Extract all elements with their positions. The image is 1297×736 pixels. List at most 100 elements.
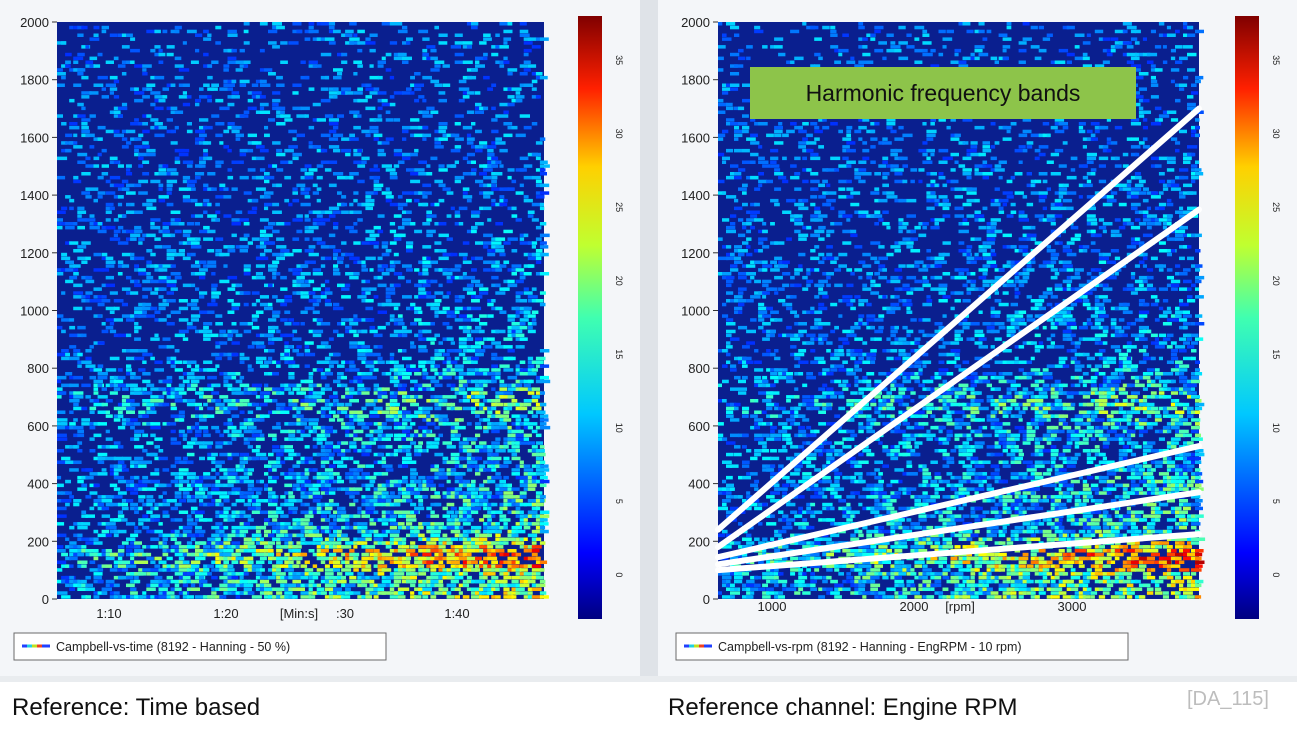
spectrogram-cell bbox=[272, 372, 279, 376]
spectrogram-cell bbox=[426, 556, 434, 561]
spectrogram-cell bbox=[264, 175, 275, 180]
spectrogram-cell bbox=[203, 395, 213, 399]
spectrogram-cell bbox=[259, 537, 264, 541]
spectrogram-cell bbox=[235, 491, 244, 495]
spectrogram-cell bbox=[462, 191, 468, 195]
spectrogram-cell bbox=[255, 491, 262, 495]
spectrogram-cell bbox=[150, 579, 161, 584]
spectrogram-cell bbox=[430, 556, 439, 561]
spectrogram-cell bbox=[195, 272, 206, 276]
spectrogram-cell bbox=[483, 75, 490, 80]
spectrogram-cell bbox=[117, 264, 125, 268]
spectrogram-cell bbox=[69, 375, 76, 380]
spectrogram-cell bbox=[276, 552, 281, 557]
spectrogram-cell bbox=[324, 75, 329, 80]
spectrogram-cell bbox=[89, 425, 96, 430]
spectrogram-cell bbox=[65, 279, 74, 284]
spectrogram-cell bbox=[446, 537, 453, 541]
spectrogram-cell bbox=[162, 568, 171, 572]
spectrogram-cell bbox=[239, 456, 245, 461]
spectrogram-cell bbox=[146, 518, 154, 522]
spectrogram-cell bbox=[243, 60, 251, 64]
spectrogram-cell bbox=[138, 595, 149, 599]
spectrogram-cell bbox=[146, 275, 154, 280]
spectrogram-cell bbox=[450, 560, 460, 564]
spectrogram-cell bbox=[479, 549, 486, 553]
spectrogram-cell bbox=[333, 75, 342, 80]
spectrogram-cell bbox=[337, 72, 343, 76]
spectrogram-cell bbox=[341, 579, 347, 584]
spectrogram-cell bbox=[211, 499, 216, 503]
spectrogram-cell bbox=[410, 118, 420, 122]
spectrogram-cell bbox=[117, 460, 125, 464]
spectrogram-cell bbox=[239, 410, 245, 414]
spectrogram-cell bbox=[186, 545, 197, 549]
spectrogram-cell bbox=[434, 522, 439, 526]
spectrogram-cell bbox=[341, 210, 349, 214]
spectrogram-cell bbox=[292, 337, 302, 341]
spectrogram-cell bbox=[495, 172, 503, 176]
spectrogram-cell bbox=[349, 479, 357, 484]
spectrogram-cell bbox=[458, 491, 465, 495]
spectrogram-cell bbox=[150, 572, 158, 576]
spectrogram-cell bbox=[65, 537, 70, 541]
spectrogram-cell bbox=[361, 483, 366, 488]
spectrogram-cell bbox=[414, 191, 421, 195]
spectrogram-cell bbox=[186, 568, 193, 572]
spectrogram-cell bbox=[178, 533, 186, 538]
spectrogram-cell bbox=[466, 368, 477, 372]
spectrogram-cell bbox=[458, 399, 466, 403]
spectrogram-cell bbox=[361, 545, 370, 549]
spectrogram-cell bbox=[320, 391, 325, 395]
spectrogram-cell bbox=[438, 164, 445, 168]
spectrogram-cell bbox=[190, 506, 198, 511]
spectrogram-cell bbox=[308, 468, 316, 472]
spectrogram-cell bbox=[491, 245, 499, 249]
spectrogram-cell bbox=[117, 514, 125, 518]
spectrogram-cell bbox=[243, 468, 248, 472]
spectrogram-cell bbox=[61, 422, 68, 426]
spectrogram-cell bbox=[65, 60, 71, 64]
spectrogram-cell bbox=[377, 60, 386, 64]
spectrogram-cell bbox=[328, 114, 334, 118]
spectrogram-cell bbox=[333, 479, 341, 484]
spectrogram-cell bbox=[93, 556, 99, 561]
spectrogram-cell bbox=[219, 568, 228, 572]
spectrogram-cell bbox=[337, 333, 344, 338]
spectrogram-cell bbox=[308, 168, 318, 172]
spectrogram-cell bbox=[255, 395, 261, 399]
spectrogram-cell bbox=[130, 233, 141, 238]
spectrogram-cell bbox=[406, 449, 411, 453]
spectrogram-cell bbox=[369, 175, 377, 180]
spectrogram-cell bbox=[150, 506, 157, 511]
spectrogram-cell bbox=[397, 322, 405, 326]
spectrogram-cell bbox=[381, 272, 390, 276]
spectrogram-cell bbox=[324, 572, 334, 576]
spectrogram-cell bbox=[414, 87, 422, 91]
spectrogram-cell bbox=[69, 410, 74, 414]
spectrogram-cell bbox=[150, 433, 156, 438]
spectrogram-cell bbox=[190, 60, 199, 64]
spectrogram-cell bbox=[369, 518, 375, 522]
spectrogram-cell bbox=[255, 264, 266, 268]
spectrogram-cell bbox=[284, 591, 293, 595]
spectrogram-cell bbox=[507, 402, 514, 407]
spectrogram-cell bbox=[410, 541, 416, 545]
spectrogram-cell bbox=[121, 502, 128, 507]
spectrogram-cell bbox=[182, 91, 187, 95]
spectrogram-cell bbox=[203, 52, 209, 57]
spectrogram-cell bbox=[373, 495, 378, 499]
spectrogram-cell bbox=[397, 206, 404, 211]
spectrogram-cell bbox=[284, 322, 292, 326]
spectrogram-cell bbox=[182, 337, 189, 341]
spectrogram-cell bbox=[499, 379, 505, 384]
spectrogram-cell bbox=[442, 252, 453, 257]
spectrogram-cell bbox=[426, 475, 435, 480]
spectrogram-cell bbox=[251, 456, 260, 461]
spectrogram-cell bbox=[223, 429, 230, 434]
spectrogram-cell bbox=[503, 587, 510, 591]
spectrogram-cell bbox=[268, 560, 273, 564]
spectrogram-cell bbox=[158, 52, 166, 57]
spectrogram-cell bbox=[450, 206, 455, 211]
spectrogram-cell bbox=[211, 452, 218, 457]
